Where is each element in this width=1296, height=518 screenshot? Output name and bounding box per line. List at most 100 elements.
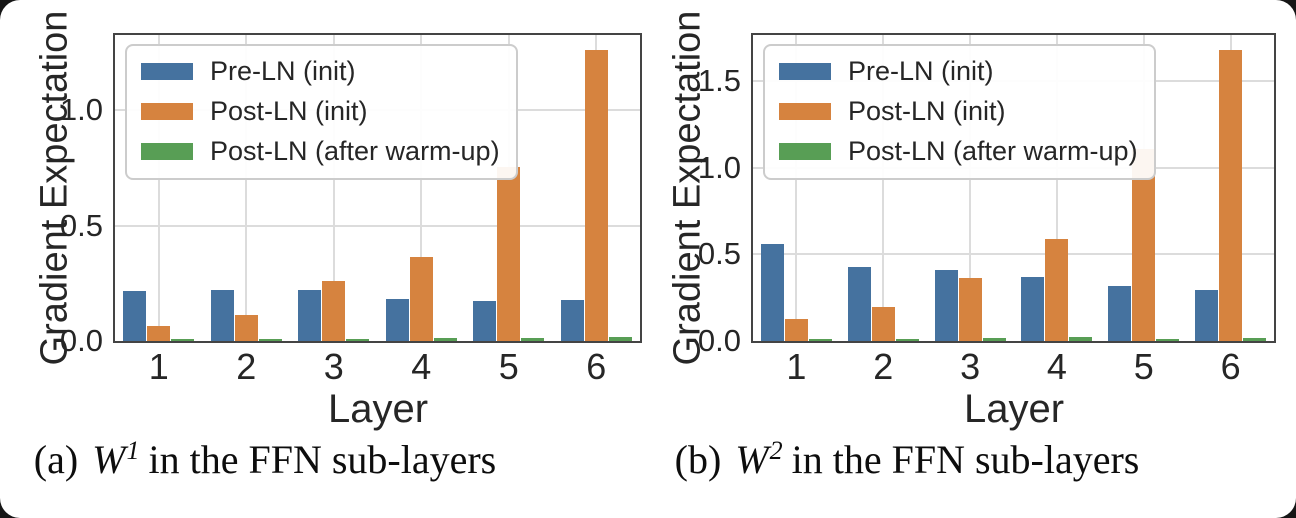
legend-item: Post-LN (after warm-up)	[779, 136, 1138, 167]
bar-post-ln-init-	[1045, 238, 1069, 341]
bar-post-ln-after-warm-up-	[1243, 337, 1267, 341]
bar-pre-ln-init-	[298, 290, 322, 341]
bar-post-ln-after-warm-up-	[895, 338, 919, 341]
bar-pre-ln-init-	[847, 266, 871, 341]
legend-swatch	[779, 143, 831, 161]
legend-label: Post-LN (init)	[848, 96, 1006, 127]
y-tick-label: 0.5	[697, 236, 741, 272]
x-tick-label: 6	[1220, 346, 1241, 387]
bar-pre-ln-init-	[385, 299, 409, 341]
bar-post-ln-after-warm-up-	[521, 338, 545, 341]
legend: Pre-LN (init) Post-LN (init) Post-LN (afte…	[125, 44, 518, 181]
bar-post-ln-after-warm-up-	[608, 337, 632, 341]
bar-post-ln-init-	[784, 318, 808, 341]
x-tick-label: 2	[236, 346, 257, 387]
v-gridline	[969, 35, 972, 341]
y-tick-label: 1.0	[697, 149, 741, 185]
y-tick-label: 1.0	[59, 92, 103, 128]
v-gridline	[420, 35, 423, 341]
legend-swatch	[141, 63, 193, 81]
caption-text: in the FFN sub-layers	[148, 437, 497, 482]
bar-post-ln-after-warm-up-	[808, 338, 832, 341]
bar-pre-ln-init-	[560, 300, 584, 341]
x-tick-label: 3	[960, 346, 981, 387]
x-tick-label: 1	[148, 346, 169, 387]
subfigure-b: Gradient Expectation Pre-LN (init) Post-L…	[648, 0, 1296, 518]
legend-label: Post-LN (init)	[210, 96, 368, 127]
legend-swatch	[779, 63, 831, 81]
caption-math-base: W	[735, 437, 769, 482]
legend-item: Post-LN (init)	[779, 96, 1138, 127]
bar-post-ln-init-	[234, 314, 258, 341]
plot-area: Pre-LN (init) Post-LN (init) Post-LN (afte…	[60, 33, 642, 385]
legend-swatch	[779, 103, 831, 121]
legend-item: Pre-LN (init)	[141, 56, 500, 87]
caption-math-superscript: 2	[769, 435, 783, 465]
x-tick-label: 6	[586, 346, 607, 387]
bar-post-ln-init-	[1219, 50, 1243, 341]
legend-label: Post-LN (after warm-up)	[848, 136, 1138, 167]
x-tick-label: 5	[498, 346, 519, 387]
bar-pre-ln-init-	[1021, 276, 1045, 341]
legend-swatch	[141, 103, 193, 121]
x-tick-label: 3	[323, 346, 344, 387]
legend: Pre-LN (init) Post-LN (init) Post-LN (afte…	[763, 44, 1156, 181]
caption-a: (a) W1 in the FFN sub-layers	[34, 436, 497, 483]
legend-label: Post-LN (after warm-up)	[210, 136, 500, 167]
caption-math-symbol: W1	[92, 437, 139, 482]
x-axis-label: Layer	[963, 387, 1065, 431]
bar-post-ln-after-warm-up-	[433, 337, 457, 341]
h-gridline	[753, 253, 1274, 256]
x-tick-label: 4	[411, 346, 432, 387]
h-gridline	[115, 224, 640, 227]
bar-post-ln-init-	[409, 256, 433, 341]
y-axis-label: Gradient Expectation	[33, 10, 76, 366]
x-tick-label: 1	[786, 346, 807, 387]
bar-post-ln-init-	[497, 166, 521, 341]
v-gridline	[245, 35, 248, 341]
bar-post-ln-after-warm-up-	[346, 338, 370, 341]
x-tick-label: 5	[1133, 346, 1154, 387]
legend-label: Pre-LN (init)	[210, 56, 356, 86]
bar-post-ln-init-	[958, 277, 982, 341]
subfigure-a: Gradient Expectation Pre-LN (init) Post-L…	[33, 10, 642, 483]
legend-swatch	[141, 143, 193, 161]
v-gridline	[1055, 35, 1058, 341]
v-gridline	[157, 35, 160, 341]
legend-item: Post-LN (after warm-up)	[141, 136, 500, 167]
plot-area: Pre-LN (init) Post-LN (init) Post-LN (afte…	[698, 33, 1276, 385]
y-tick-label: 1.5	[697, 63, 741, 99]
bar-post-ln-init-	[584, 49, 608, 341]
bar-post-ln-init-	[147, 326, 171, 341]
bar-post-ln-after-warm-up-	[982, 338, 1006, 341]
bar-post-ln-after-warm-up-	[171, 339, 195, 341]
bar-pre-ln-init-	[934, 270, 958, 341]
bar-post-ln-init-	[1132, 148, 1156, 341]
bar-pre-ln-init-	[760, 244, 784, 341]
v-gridline	[332, 35, 335, 341]
x-tick-label: 2	[873, 346, 894, 387]
bar-post-ln-after-warm-up-	[258, 339, 282, 341]
bar-pre-ln-init-	[1108, 286, 1132, 341]
y-tick-label: 0.5	[59, 207, 103, 243]
bar-post-ln-init-	[871, 306, 895, 341]
caption-text: in the FFN sub-layers	[791, 437, 1140, 482]
caption-math-symbol: W2	[735, 437, 782, 482]
v-gridline	[882, 35, 885, 341]
y-tick-label: 0.0	[59, 323, 103, 358]
x-axis-label: Layer	[327, 387, 429, 431]
bar-pre-ln-init-	[123, 290, 147, 341]
x-tick-label: 4	[1046, 346, 1067, 387]
bar-post-ln-init-	[322, 280, 346, 341]
bar-pre-ln-init-	[1195, 289, 1219, 341]
y-tick-label: 0.0	[697, 323, 741, 358]
caption-math-superscript: 1	[126, 435, 140, 465]
bar-post-ln-after-warm-up-	[1069, 337, 1093, 341]
legend-label: Pre-LN (init)	[848, 56, 994, 86]
bar-pre-ln-init-	[210, 289, 234, 341]
caption-math-base: W	[92, 437, 126, 482]
legend-item: Post-LN (init)	[141, 96, 500, 127]
v-gridline	[795, 35, 798, 341]
caption-index: (a)	[33, 437, 79, 482]
